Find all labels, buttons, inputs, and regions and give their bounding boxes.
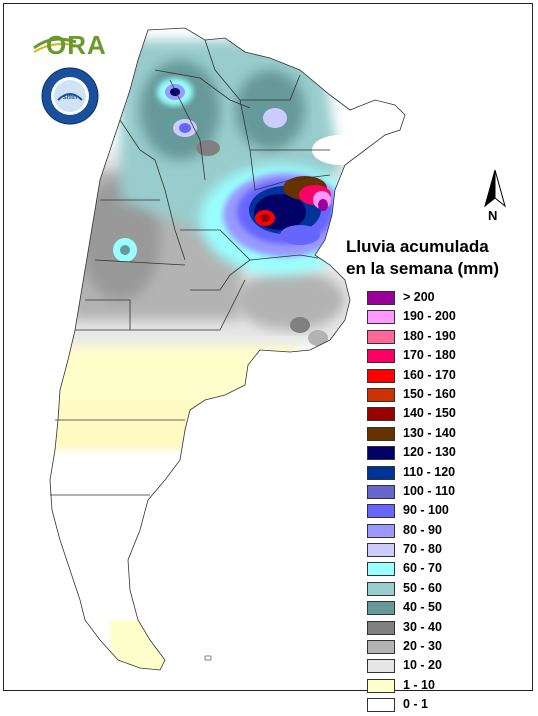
legend-swatch: [367, 368, 395, 383]
legend-label: 50 - 60: [403, 580, 442, 595]
legend-label: 120 - 130: [403, 445, 456, 460]
legend-label: 80 - 90: [403, 522, 442, 537]
legend-label: 90 - 100: [403, 503, 449, 518]
legend-label: 0 - 1: [403, 697, 429, 712]
legend-swatch: [367, 523, 395, 538]
legend-label: 170 - 180: [403, 348, 456, 363]
legend-swatch: [367, 329, 395, 344]
legend-swatch: [367, 678, 395, 693]
legend-swatch: [367, 640, 395, 655]
legend-swatch: [367, 465, 395, 480]
legend-label: 180 - 190: [403, 328, 456, 343]
legend-swatch: [367, 426, 395, 441]
ora-logo-text: ORA: [46, 30, 107, 60]
legend-title-line2: en la semana (mm): [346, 259, 500, 278]
legend-swatch: [367, 310, 395, 325]
smn-seal-icon: smn: [41, 67, 99, 125]
north-label: N: [488, 208, 498, 223]
legend-label: 70 - 80: [403, 542, 442, 557]
legend-label: 10 - 20: [403, 658, 442, 673]
legend-label: 30 - 40: [403, 619, 442, 634]
legend-label: 60 - 70: [403, 561, 442, 576]
legend-swatch: [367, 659, 395, 674]
legend-swatch: [367, 543, 395, 558]
north-arrow: N: [480, 168, 510, 228]
legend-swatch: [367, 562, 395, 577]
legend-swatch: [367, 349, 395, 364]
legend-title-line1: Lluvia acumulada: [346, 237, 489, 256]
rainfall-map: [49, 27, 406, 671]
legend-swatch: [367, 620, 395, 635]
svg-text:smn: smn: [63, 94, 77, 101]
legend-swatch: [367, 446, 395, 461]
legend-label: > 200: [403, 290, 435, 304]
north-arrow-icon: [484, 169, 506, 208]
legend-label: 140 - 150: [403, 406, 456, 421]
ora-logo: ORA: [32, 30, 110, 62]
legend-swatch: [367, 504, 395, 519]
ora-swoosh-icon: [33, 37, 79, 53]
legend-label: 40 - 50: [403, 600, 442, 615]
legend-label: 130 - 140: [403, 425, 456, 440]
legend-label: 110 - 120: [403, 464, 456, 479]
legend-label: 160 - 170: [403, 367, 456, 382]
smn-logo: smn: [40, 66, 100, 126]
legend-swatch: [367, 407, 395, 422]
legend-swatch: [367, 387, 395, 402]
legend-swatch: [367, 581, 395, 596]
legend-label: 20 - 30: [403, 639, 442, 654]
legend-swatch: [367, 484, 395, 499]
legend-label: 150 - 160: [403, 386, 456, 401]
legend-swatch: [367, 698, 395, 713]
legend-label: 100 - 110: [403, 483, 456, 498]
legend-label: 190 - 200: [403, 309, 456, 324]
legend-title: Lluvia acumulada en la semana (mm): [346, 236, 526, 280]
legend-swatch: [367, 291, 395, 305]
legend-label: 1 - 10: [403, 677, 435, 692]
legend-swatch: [367, 601, 395, 616]
